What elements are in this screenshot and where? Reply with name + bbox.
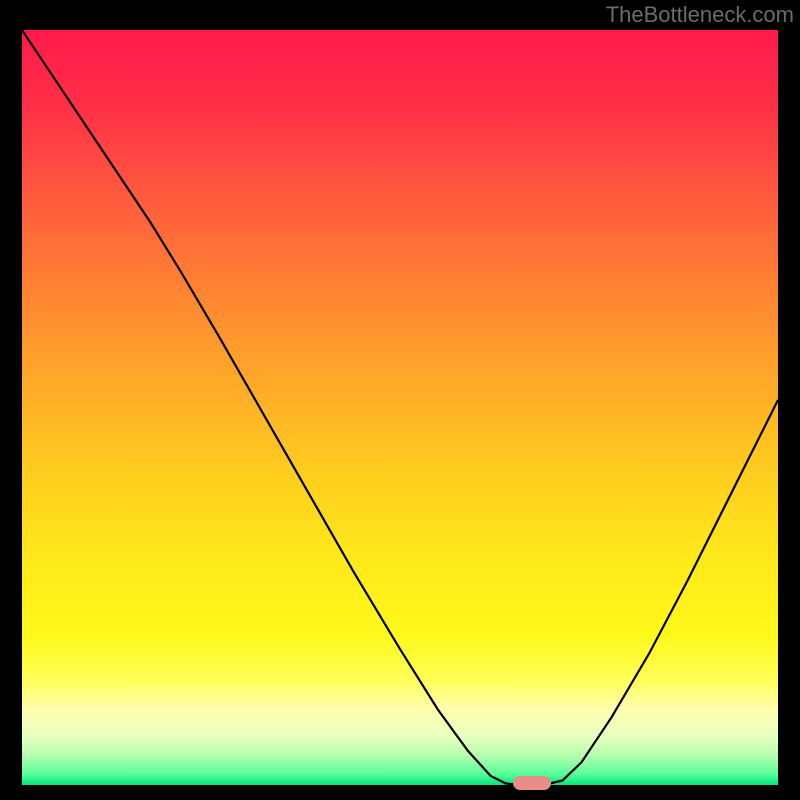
chart-stage: TheBottleneck.com — [0, 0, 800, 800]
plot-area — [22, 30, 778, 785]
gradient-background — [22, 30, 778, 785]
attribution-label: TheBottleneck.com — [606, 2, 794, 28]
optimum-marker — [513, 776, 551, 790]
